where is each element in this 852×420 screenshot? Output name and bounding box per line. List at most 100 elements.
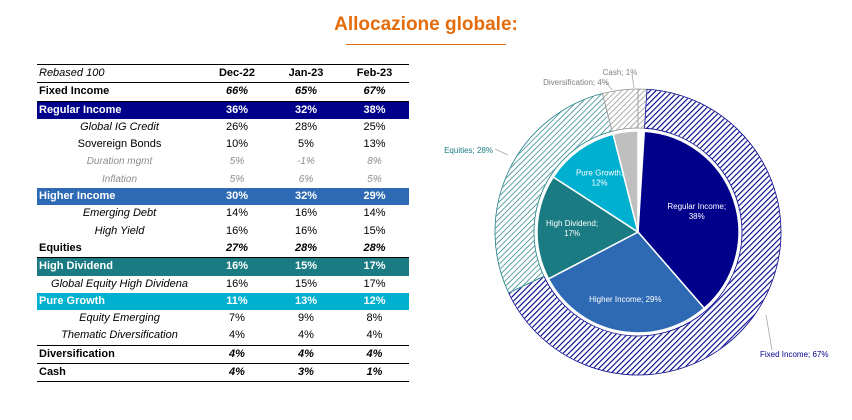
row-label: Equity Emerging: [79, 312, 160, 325]
row-value: 6%: [298, 173, 314, 185]
row-label: Sovereign Bonds: [77, 138, 162, 151]
row-value: 16%: [225, 224, 249, 237]
row-value: 66%: [202, 82, 272, 102]
row-label: Higher Income: [39, 190, 116, 203]
row-value: 17%: [363, 277, 386, 290]
row-label: Thematic Diversification: [61, 329, 178, 342]
row-label: Inflation: [101, 173, 138, 185]
row-value: 5%: [298, 138, 314, 151]
table-row: Inflation 5% 6% 5%: [37, 171, 409, 188]
row-value: 16%: [294, 207, 318, 220]
row-value: 7%: [229, 312, 245, 325]
row-value: 15%: [294, 277, 318, 290]
outer-label-cash: Cash; 1%: [603, 68, 638, 77]
row-value: 9%: [298, 312, 314, 325]
header-dec-22: Dec-22: [202, 63, 272, 84]
row-value: 29%: [363, 190, 386, 203]
table-row: Higher Income 30% 32% 29%: [37, 188, 409, 206]
row-value: 13%: [294, 294, 318, 307]
row-value: 36%: [225, 103, 249, 116]
row-value: 17%: [363, 260, 386, 273]
row-label: Equities: [37, 239, 202, 259]
row-value: 5%: [229, 156, 245, 168]
table-header-row: Rebased 100 Dec-22 Jan-23 Feb-23: [37, 63, 409, 84]
table-row: Pure Growth 11% 13% 12%: [37, 292, 409, 311]
row-value: 32%: [294, 190, 318, 203]
row-value: 28%: [272, 239, 340, 259]
row-value: 32%: [294, 103, 318, 116]
row-value: 4%: [298, 329, 314, 342]
row-value: 4%: [340, 344, 409, 365]
row-value: 11%: [226, 294, 248, 307]
row-value: 16%: [225, 277, 249, 290]
inner-label: Higher Income; 29%: [589, 295, 661, 304]
row-label: Diversification: [37, 344, 202, 365]
table-row: Duration mgmt 5% -1% 8%: [37, 153, 409, 170]
row-value: 26%: [225, 120, 249, 133]
table-row: Sovereign Bonds 10% 5% 13%: [37, 136, 409, 153]
row-value: 8%: [367, 156, 382, 168]
header-rebased: Rebased 100: [37, 63, 202, 84]
row-value: 14%: [363, 207, 386, 220]
row-value: 4%: [202, 363, 272, 383]
table-body: Fixed Income 66% 65% 67% Regular Income 36% 32…: [37, 82, 409, 383]
leader-line: [631, 73, 635, 89]
inner-slice-diversification: [612, 130, 639, 233]
row-value: 28%: [340, 239, 409, 259]
inner-label: 12%: [592, 178, 608, 187]
row-value: 65%: [272, 82, 340, 102]
inner-label: 17%: [564, 229, 580, 238]
allocation-table: Rebased 100 Dec-22 Jan-23 Feb-23 Fixed I…: [37, 63, 409, 383]
table-row: Equity Emerging 7% 9% 8%: [37, 310, 409, 327]
outer-label-fixed-income: Fixed Income; 67%: [760, 350, 828, 359]
header-feb-23: Feb-23: [340, 63, 409, 84]
row-value: 25%: [363, 120, 386, 133]
row-value: 1%: [340, 363, 409, 383]
row-value: 4%: [202, 344, 272, 365]
header-jan-23: Jan-23: [272, 63, 340, 84]
row-value: 3%: [272, 363, 340, 383]
row-value: 16%: [225, 260, 249, 273]
row-value: 15%: [363, 224, 386, 237]
row-value: 67%: [340, 82, 409, 102]
row-value: 4%: [366, 329, 383, 342]
row-label: High Yield: [94, 224, 145, 237]
outer-slice-border: [508, 88, 782, 376]
row-value: 5%: [367, 173, 382, 185]
row-label: Global IG Credit: [80, 120, 159, 133]
row-value: 16%: [294, 224, 318, 237]
row-label: Duration mgmt: [86, 156, 153, 168]
row-value: -1%: [297, 156, 315, 168]
row-label: High Dividend: [39, 260, 113, 273]
table-row: Global IG Credit 26% 28% 25%: [37, 119, 409, 136]
outer-slice-border: [601, 88, 639, 132]
leader-line: [494, 148, 509, 156]
row-label: Global Equity High Dividena: [51, 277, 188, 290]
row-value: 14%: [225, 207, 249, 220]
row-label: Fixed Income: [37, 82, 202, 102]
table-row: Emerging Debt 14% 16% 14%: [37, 205, 409, 222]
title-underline: [346, 44, 506, 45]
table-row: Global Equity High Dividena 16% 15% 17%: [37, 276, 409, 293]
table-row: High Yield 16% 16% 15%: [37, 223, 409, 240]
table-row: High Dividend 16% 15% 17%: [37, 257, 409, 276]
row-value: 38%: [363, 103, 386, 116]
table-row: Equities 27% 28% 28%: [37, 239, 409, 259]
leader-line: [765, 314, 773, 351]
row-value: 27%: [202, 239, 272, 259]
leader-line: [605, 81, 613, 91]
inner-label: Pure Growth;: [576, 168, 623, 177]
row-value: 4%: [272, 344, 340, 365]
row-value: 12%: [363, 294, 386, 307]
row-value: 5%: [229, 173, 245, 185]
table-row: Fixed Income 66% 65% 67%: [37, 82, 409, 102]
row-value: 28%: [294, 120, 318, 133]
page-title: Allocazione globale:: [334, 14, 518, 35]
row-value: 13%: [363, 138, 386, 151]
row-label: Cash: [37, 363, 202, 383]
row-label: Emerging Debt: [82, 207, 157, 220]
inner-label: 38%: [689, 212, 705, 221]
table-row: Thematic Diversification 4% 4% 4%: [37, 327, 409, 345]
inner-label: Regular Income;: [667, 202, 726, 211]
table-row: Regular Income 36% 32% 38%: [37, 101, 409, 119]
